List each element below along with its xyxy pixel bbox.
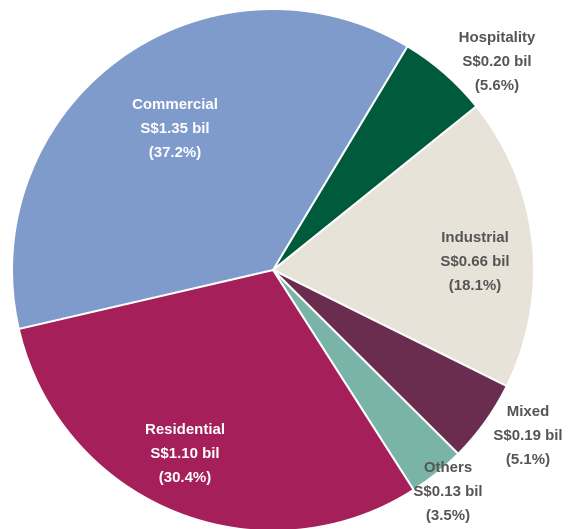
slice-category: Mixed xyxy=(507,403,550,420)
slice-percent: (5.1%) xyxy=(506,451,550,468)
slice-percent: (30.4%) xyxy=(159,469,212,486)
slice-amount: S$0.20 bil xyxy=(462,53,531,70)
slice-percent: (18.1%) xyxy=(449,277,502,294)
slice-category: Residential xyxy=(145,421,225,438)
slice-amount: S$1.10 bil xyxy=(150,445,219,462)
slice-amount: S$0.19 bil xyxy=(493,427,562,444)
slice-category: Others xyxy=(424,459,472,476)
pie-slice xyxy=(271,104,535,388)
slice-category: Hospitality xyxy=(459,29,536,46)
slice-category: Industrial xyxy=(441,229,509,246)
pie-slice xyxy=(17,268,416,529)
pie-slice xyxy=(11,8,409,331)
slice-amount: S$1.35 bil xyxy=(140,120,209,137)
slice-percent: (37.2%) xyxy=(149,144,202,161)
slice-amount: S$0.13 bil xyxy=(413,483,482,500)
slice-category: Commercial xyxy=(132,96,218,113)
slice-amount: S$0.66 bil xyxy=(440,253,509,270)
slice-percent: (3.5%) xyxy=(426,507,470,524)
slice-percent: (5.6%) xyxy=(475,77,519,94)
